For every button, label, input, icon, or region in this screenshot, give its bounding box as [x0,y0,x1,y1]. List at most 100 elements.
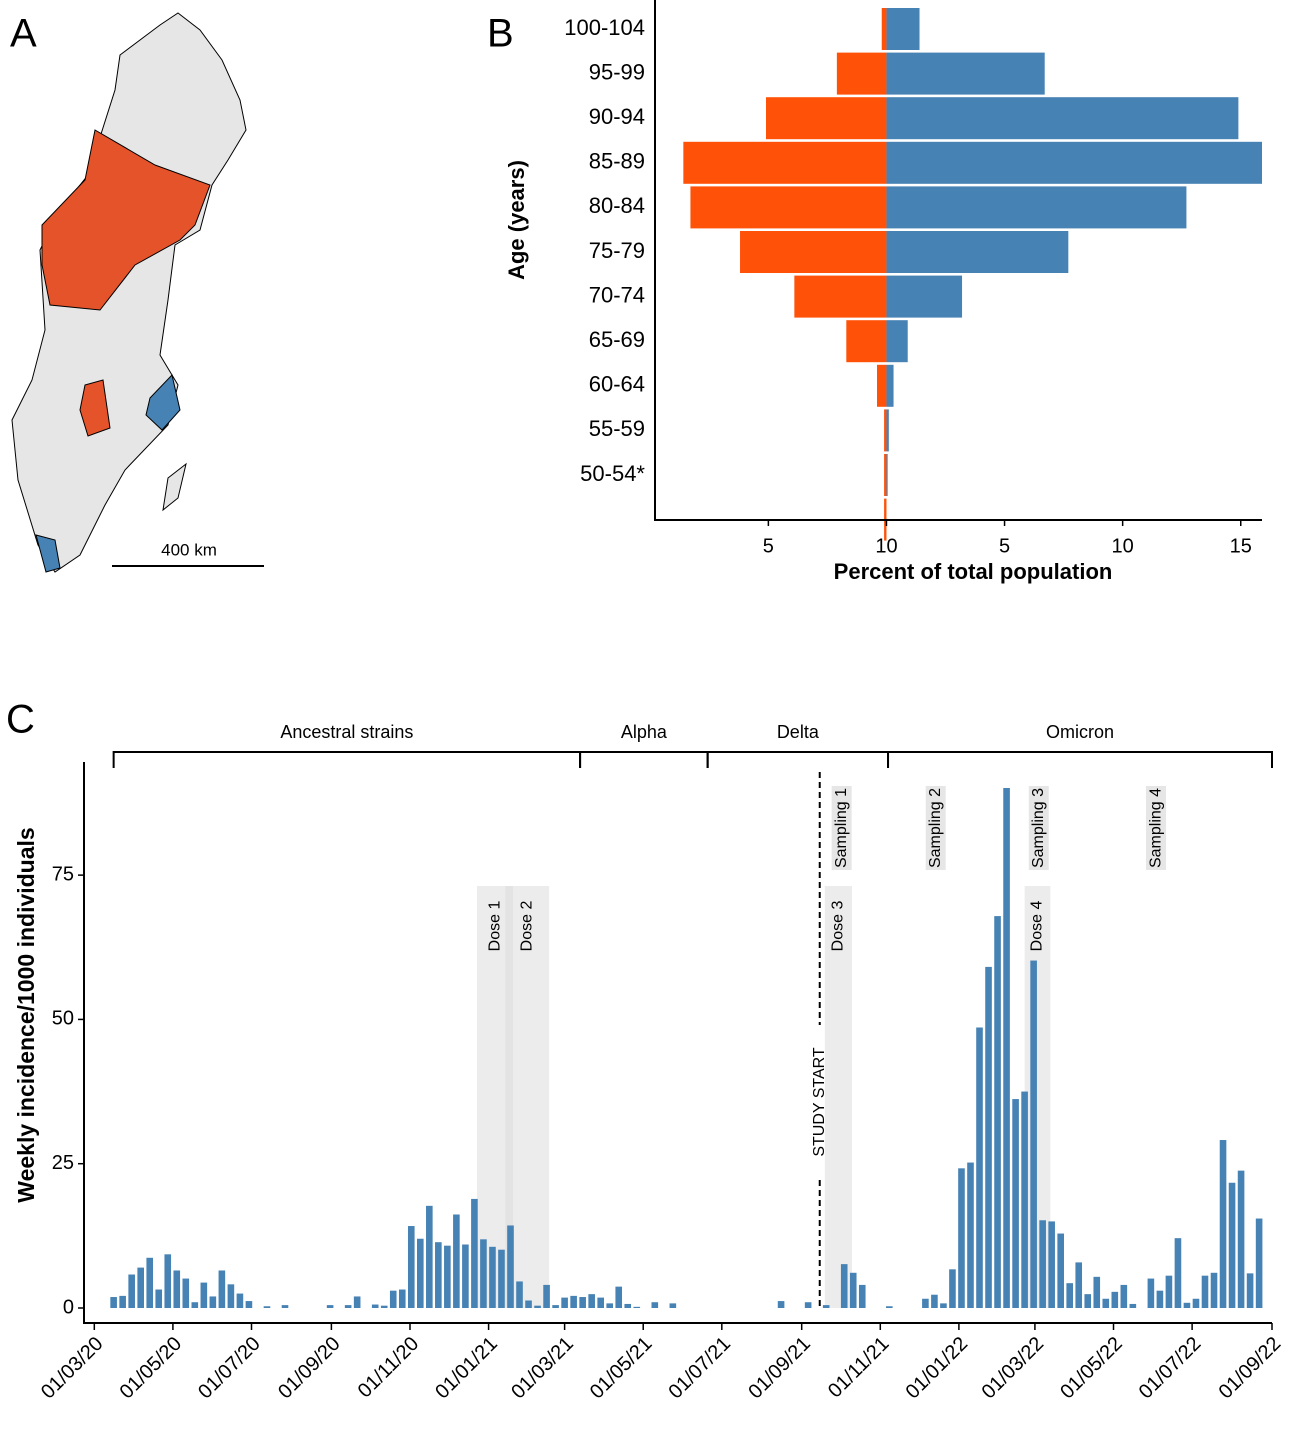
bar [200,1282,208,1308]
bar [1093,1276,1101,1308]
bar [886,141,1262,184]
bar [1183,1302,1191,1308]
bar [884,409,887,452]
period-label: Omicron [1046,722,1114,742]
bar [886,97,1239,140]
bar [1066,1283,1074,1308]
x-tick-label: 01/09/20 [274,1333,345,1404]
bar [967,1162,974,1308]
bar [1030,960,1037,1308]
y-tick-label: 75-79 [589,238,645,263]
bar [597,1297,604,1308]
map-region [35,534,61,573]
bar [489,1246,496,1308]
y-tick-label: 75 [52,863,74,885]
bar [740,231,887,273]
bar [886,8,920,50]
bar [110,1297,117,1308]
bar [858,1284,866,1308]
sampling-label: Sampling 4 [1147,788,1164,868]
sampling-box [1146,786,1167,870]
bar [155,1289,163,1308]
x-tick-label: 01/11/21 [824,1333,894,1403]
bar [886,275,963,318]
bar [525,1300,532,1308]
bar [886,231,1069,273]
sampling-label: Sampling 1 [833,788,850,868]
bar [471,1198,478,1308]
bar [227,1284,235,1308]
bar [426,1205,433,1308]
dose-label: Dose 2 [518,901,535,952]
y-tick-label: 50-54* [580,461,645,486]
bar [1120,1284,1128,1308]
bar [606,1303,614,1308]
bar [1039,1220,1046,1308]
bar [766,97,887,140]
period-bracket [112,751,582,768]
y-tick-label: 85-89 [589,149,645,174]
bar [1201,1275,1209,1308]
bar [398,1289,406,1308]
x-tick-label: 5 [999,535,1010,557]
map-region [145,373,181,431]
x-tick-label: 01/03/21 [507,1333,578,1404]
bar [128,1274,135,1308]
bar [886,1306,893,1308]
bar [1165,1275,1173,1308]
bar [380,1305,388,1308]
bar [886,409,889,452]
bar [326,1305,334,1308]
x-tick-label: 01/03/22 [978,1333,1049,1404]
x-tick-label: 01/09/22 [1215,1333,1286,1404]
y-tick-label: 50 [52,1008,74,1030]
study-start-label: STUDY START [811,1047,828,1157]
x-tick-label: 15 [1230,535,1252,557]
dose-shade [824,886,852,1308]
bar [435,1242,442,1308]
bar [1219,1140,1227,1308]
bar [498,1249,505,1308]
y-tick-label: 80-84 [589,193,645,218]
bar [976,1027,983,1308]
bar [182,1278,190,1308]
bar [588,1294,595,1308]
bar [949,1269,956,1308]
y-tick-label: 25 [52,1152,74,1174]
bar [1012,1099,1019,1308]
bar [633,1306,641,1308]
bar [624,1303,632,1308]
bar [683,141,887,184]
bar [1147,1278,1155,1308]
bar [994,916,1001,1308]
bar [886,364,894,407]
bar [931,1294,938,1308]
bar [884,454,887,496]
dose-shade [1024,886,1051,1308]
x-tick-label: 01/05/20 [116,1333,187,1404]
bar [407,1226,415,1308]
bar [1021,1091,1028,1308]
bar [1084,1294,1092,1308]
x-axis-label: Percent of total population [834,559,1113,584]
bar [389,1290,397,1308]
map-island [162,462,187,512]
bar [570,1295,577,1308]
sampling-label: Sampling 2 [927,788,944,868]
bar [985,966,992,1308]
y-tick-label: 55-59 [589,416,645,441]
bar [922,1298,929,1308]
bar [1237,1170,1245,1308]
y-tick-label: 70-74 [589,282,645,307]
bar [137,1267,144,1308]
bar [1255,1218,1263,1308]
y-tick-label: 0 [63,1296,74,1318]
bar [453,1214,460,1308]
bar [690,186,887,229]
bar [1048,1221,1055,1308]
period-label: Alpha [621,722,668,742]
bar [371,1304,379,1308]
bar [209,1296,217,1308]
bar [245,1301,253,1308]
bar [846,320,887,363]
